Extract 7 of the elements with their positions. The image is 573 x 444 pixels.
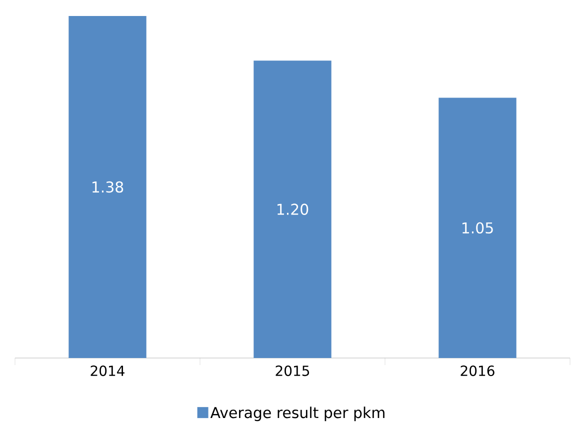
data-label: 1.05	[462, 222, 493, 234]
data-label: 1.20	[278, 204, 308, 215]
x-tick-label: 2015	[276, 366, 310, 376]
x-tick-label: 2016	[460, 366, 494, 376]
legend-label: Average result per pkm	[210, 406, 384, 422]
data-label: 1.38	[92, 181, 124, 193]
x-tick-label: 2014	[90, 366, 124, 376]
